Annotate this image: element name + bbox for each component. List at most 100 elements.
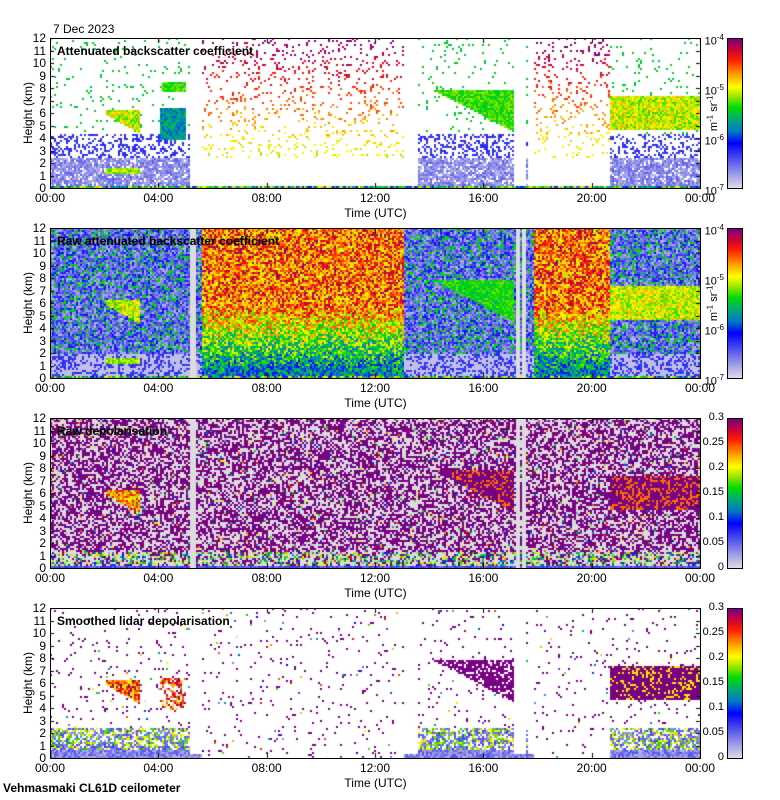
x-tick-label: 04:00 <box>143 571 174 585</box>
y-tick-label: 11 <box>33 43 46 58</box>
colorbar-tick-label: 10-7 <box>704 183 724 198</box>
colorbar-tick-label: 10-6 <box>704 323 724 338</box>
colorbar-tick-label: 0.2 <box>708 461 724 473</box>
x-tick-label: 04:00 <box>143 381 174 395</box>
x-tick-label: 04:00 <box>143 761 174 775</box>
y-tick-label: 1 <box>39 738 46 753</box>
y-tick-label: 5 <box>39 118 46 133</box>
y-tick-label: 2 <box>39 156 46 170</box>
colorbar-tick-label: 10-4 <box>704 33 724 48</box>
x-axis-label: Time (UTC) <box>344 776 407 790</box>
colorbar-tick-label: 0.2 <box>708 651 724 663</box>
y-tick-label: 8 <box>39 461 46 475</box>
plot-area: Smoothed lidar depolarisation <box>50 608 701 759</box>
colorbar-tick-label: 10-5 <box>704 83 724 98</box>
y-tick-label: 1 <box>39 168 46 183</box>
y-tick-label: 5 <box>39 308 46 323</box>
x-tick-label: 08:00 <box>251 761 282 775</box>
x-tick-label: 08:00 <box>251 191 282 205</box>
y-tick-label: 8 <box>39 81 46 95</box>
y-tick-label: 7 <box>39 283 46 298</box>
x-tick-label: 00:00 <box>34 381 66 395</box>
colorbar-unit-label: m-1 sr-1 <box>705 95 721 131</box>
colorbar <box>727 228 743 379</box>
x-tick-label: 00:00 <box>34 191 66 205</box>
y-tick-label: 9 <box>39 448 46 463</box>
x-tick-label: 12:00 <box>359 191 391 205</box>
colorbar-tick-label: 0 <box>717 561 724 573</box>
heatmap-image <box>50 38 701 189</box>
colorbar-tick-label: 10-6 <box>704 133 724 148</box>
colorbar-tick-label: 0.05 <box>702 536 724 548</box>
x-tick-label: 16:00 <box>468 381 499 395</box>
y-tick-label: 3 <box>39 713 46 728</box>
colorbar <box>727 608 743 759</box>
colorbar-tick-label: 0.05 <box>702 726 724 738</box>
x-tick-label: 12:00 <box>359 571 391 585</box>
y-tick-label: 0 <box>39 751 46 765</box>
colorbar-unit-label: m-1 sr-1 <box>705 285 721 321</box>
y-tick-label: 12 <box>32 221 46 235</box>
x-axis-label: Time (UTC) <box>344 586 407 600</box>
colorbar <box>727 418 743 569</box>
plot-area: Attenuated backscatter coefficient <box>50 38 701 189</box>
y-tick-label: 7 <box>39 663 46 678</box>
colorbar-tick-label: 0.15 <box>702 486 724 498</box>
panel-title: Raw attenuated backscatter coefficient <box>57 234 280 248</box>
heatmap-image <box>50 608 701 759</box>
x-axis-label: Time (UTC) <box>344 206 407 220</box>
plot-area: Raw depolarisation <box>50 418 701 569</box>
y-tick-label: 7 <box>39 93 46 108</box>
colorbar <box>727 38 743 189</box>
y-tick-label: 10 <box>32 436 46 450</box>
y-tick-label: 12 <box>32 601 46 615</box>
y-tick-label: 3 <box>39 143 46 158</box>
x-tick-label: 16:00 <box>468 761 499 775</box>
colorbar-tick-label: 0.25 <box>702 626 724 638</box>
colorbar-tick-label: 0.3 <box>708 411 724 423</box>
y-tick-label: 6 <box>39 296 46 310</box>
y-tick-label: 4 <box>39 131 46 145</box>
heatmap-image <box>50 418 701 569</box>
x-tick-label: 08:00 <box>251 571 282 585</box>
x-tick-label: 20:00 <box>576 381 607 395</box>
y-tick-label: 11 <box>33 613 46 628</box>
x-tick-label: 00:00 <box>684 191 716 205</box>
y-tick-label: 5 <box>39 688 46 703</box>
y-tick-label: 11 <box>33 233 46 248</box>
colorbar-tick-label: 0.1 <box>708 511 724 523</box>
y-tick-label: 10 <box>32 626 46 640</box>
y-tick-label: 7 <box>39 473 46 488</box>
colorbar-tick-label: 0.15 <box>702 676 724 688</box>
x-tick-label: 20:00 <box>576 761 607 775</box>
y-tick-label: 0 <box>39 371 46 385</box>
colorbar-tick-label: 10-4 <box>704 223 724 238</box>
panel-title: Attenuated backscatter coefficient <box>57 44 254 58</box>
x-tick-label: 16:00 <box>468 571 499 585</box>
x-tick-label: 00:00 <box>684 761 716 775</box>
heatmap-image <box>50 228 701 379</box>
y-tick-label: 12 <box>32 411 46 425</box>
y-tick-label: 11 <box>33 423 46 438</box>
y-tick-label: 1 <box>39 548 46 563</box>
y-tick-label: 0 <box>39 561 46 575</box>
y-tick-label: 3 <box>39 523 46 538</box>
x-tick-label: 16:00 <box>468 191 499 205</box>
y-tick-label: 6 <box>39 486 46 500</box>
x-tick-label: 04:00 <box>143 191 174 205</box>
x-tick-label: 20:00 <box>576 191 607 205</box>
x-tick-label: 00:00 <box>34 761 66 775</box>
x-tick-label: 20:00 <box>576 571 607 585</box>
y-tick-label: 3 <box>39 333 46 348</box>
panel-title: Smoothed lidar depolarisation <box>57 614 230 628</box>
x-tick-label: 12:00 <box>359 381 391 395</box>
x-tick-label: 00:00 <box>684 381 716 395</box>
colorbar-tick-label: 0.25 <box>702 436 724 448</box>
x-tick-label: 00:00 <box>684 571 716 585</box>
y-tick-label: 1 <box>39 358 46 373</box>
y-tick-label: 9 <box>39 258 46 273</box>
y-tick-label: 0 <box>39 181 46 195</box>
x-tick-label: 12:00 <box>359 761 391 775</box>
colorbar-tick-label: 10-5 <box>704 273 724 288</box>
x-tick-label: 00:00 <box>34 571 66 585</box>
